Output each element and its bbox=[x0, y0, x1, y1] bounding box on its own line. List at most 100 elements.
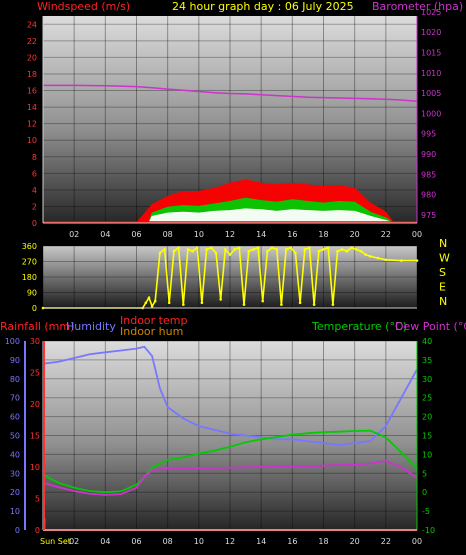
wind-y-tick-label: 24 bbox=[27, 20, 37, 29]
temperature-y-tick-label: 5 bbox=[422, 469, 427, 478]
compass-label-3: E bbox=[439, 281, 446, 294]
direction-point bbox=[350, 246, 353, 249]
direction-point bbox=[280, 303, 283, 306]
barometer-y-tick-label: 1000 bbox=[421, 109, 441, 118]
temperature-y-tick-label: -5 bbox=[422, 507, 430, 516]
temperature-x-tick-label: 12 bbox=[225, 537, 235, 546]
direction-point bbox=[205, 248, 208, 251]
direction-y-tick-label: 270 bbox=[22, 258, 37, 267]
temperature-x-tick-label: 10 bbox=[194, 537, 204, 546]
humidity-y-tick-label: 70 bbox=[10, 394, 20, 403]
indoor-hum-label: Indoor hum bbox=[120, 325, 183, 338]
temperature-x-tick-label: 22 bbox=[381, 537, 391, 546]
direction-point bbox=[200, 301, 204, 305]
humidity-y-tick-label: 80 bbox=[10, 375, 20, 384]
humidity-y-tick-label: 100 bbox=[5, 337, 20, 346]
direction-point bbox=[336, 249, 339, 253]
wind-y-tick-label: 8 bbox=[32, 153, 37, 162]
direction-point bbox=[247, 249, 250, 253]
wind-x-tick-label: 02 bbox=[69, 230, 79, 239]
temperature-y-tick-label: -10 bbox=[422, 526, 435, 535]
direction-point bbox=[167, 301, 171, 305]
wind-x-tick-label: 16 bbox=[287, 230, 297, 239]
direction-point bbox=[238, 246, 241, 249]
barometer-y-tick-label: 990 bbox=[421, 150, 436, 159]
rain-y-tick-label: 15 bbox=[30, 432, 40, 441]
temperature-x-tick-label: 18 bbox=[318, 537, 328, 546]
direction-point bbox=[289, 246, 293, 249]
rain-y-tick-label: 20 bbox=[30, 400, 40, 409]
graph-title: 24 hour graph day : 06 July 2025 bbox=[172, 0, 354, 13]
humidity-y-tick-label: 90 bbox=[10, 356, 20, 365]
direction-point bbox=[153, 299, 157, 303]
direction-point bbox=[144, 301, 148, 305]
rain-y-tick-label: 0 bbox=[35, 526, 40, 535]
direction-point bbox=[172, 249, 176, 253]
direction-point bbox=[177, 246, 180, 249]
temperature-y-tick-label: 0 bbox=[422, 488, 427, 497]
direction-point bbox=[233, 248, 236, 251]
direction-y-tick-label: 360 bbox=[22, 242, 37, 251]
direction-point bbox=[256, 246, 260, 249]
barometer-line bbox=[43, 84, 418, 102]
barometer-y-tick-label: 980 bbox=[421, 191, 436, 200]
direction-series-group bbox=[41, 246, 419, 310]
direction-point bbox=[354, 248, 358, 251]
humidity-y-tick-label: 40 bbox=[10, 450, 20, 459]
compass-label-1: W bbox=[439, 252, 450, 265]
direction-point bbox=[150, 305, 154, 308]
humidity-line bbox=[42, 345, 418, 446]
temperature-y-tick-label: 25 bbox=[422, 394, 432, 403]
barometer-y-tick-label: 995 bbox=[421, 130, 436, 139]
wind-x-tick-label: 22 bbox=[381, 230, 391, 239]
direction-point bbox=[364, 253, 367, 256]
wind-y-tick-label: 20 bbox=[27, 53, 37, 62]
humidity-axis-title: Humidity bbox=[66, 320, 116, 333]
wind-x-tick-label: 06 bbox=[131, 230, 141, 239]
compass-label-0: N bbox=[439, 237, 447, 250]
indoor-temp-label: Indoor temp bbox=[120, 314, 187, 327]
wind-series-group bbox=[43, 84, 418, 224]
direction-point bbox=[158, 251, 162, 255]
direction-point bbox=[186, 248, 190, 251]
direction-point bbox=[376, 256, 380, 260]
direction-point bbox=[275, 248, 279, 251]
wind-y-tick-label: 0 bbox=[32, 219, 37, 228]
direction-point bbox=[261, 299, 265, 303]
wind-y-tick-label: 16 bbox=[27, 87, 37, 96]
direction-point bbox=[191, 249, 194, 253]
direction-point bbox=[214, 251, 218, 255]
direction-point bbox=[266, 249, 269, 253]
temperature-y-tick-label: 10 bbox=[422, 450, 432, 459]
direction-point bbox=[298, 301, 302, 305]
barometer-y-tick-label: 975 bbox=[421, 211, 436, 220]
temperature-panel-background bbox=[43, 341, 417, 530]
sunset-label: Sun Set bbox=[40, 537, 71, 546]
temperature-x-tick-label: 16 bbox=[287, 537, 297, 546]
wind-y-tick-label: 18 bbox=[27, 70, 37, 79]
windspeed-axis-title: Windspeed (m/s) bbox=[37, 0, 130, 13]
direction-point bbox=[317, 249, 321, 253]
wind-x-tick-label: 08 bbox=[163, 230, 173, 239]
direction-point bbox=[322, 248, 325, 251]
direction-point bbox=[224, 248, 227, 251]
humidity-y-tick-label: 30 bbox=[10, 469, 20, 478]
wind-y-tick-label: 6 bbox=[32, 169, 37, 178]
rainfall-axis-title: Rainfall (mm) bbox=[0, 320, 74, 333]
wind-x-tick-label: 14 bbox=[256, 230, 266, 239]
direction-y-tick-label: 90 bbox=[27, 289, 37, 298]
rain-y-tick-label: 5 bbox=[35, 495, 40, 504]
direction-point bbox=[312, 303, 316, 306]
compass-label-2: S bbox=[439, 266, 446, 279]
direction-point bbox=[340, 248, 344, 251]
tick-labels: 0202040406060808101012121414161618182020… bbox=[5, 8, 442, 546]
humidity-y-tick-label: 10 bbox=[10, 507, 20, 516]
dew-point-axis-title: Dew Point (°C) bbox=[395, 320, 466, 333]
wind-y-tick-label: 22 bbox=[27, 37, 37, 46]
temperature-y-tick-label: 20 bbox=[422, 413, 432, 422]
direction-point bbox=[331, 303, 335, 306]
direction-point bbox=[384, 258, 388, 262]
wind-y-tick-label: 14 bbox=[27, 103, 37, 112]
direction-point bbox=[182, 303, 185, 306]
